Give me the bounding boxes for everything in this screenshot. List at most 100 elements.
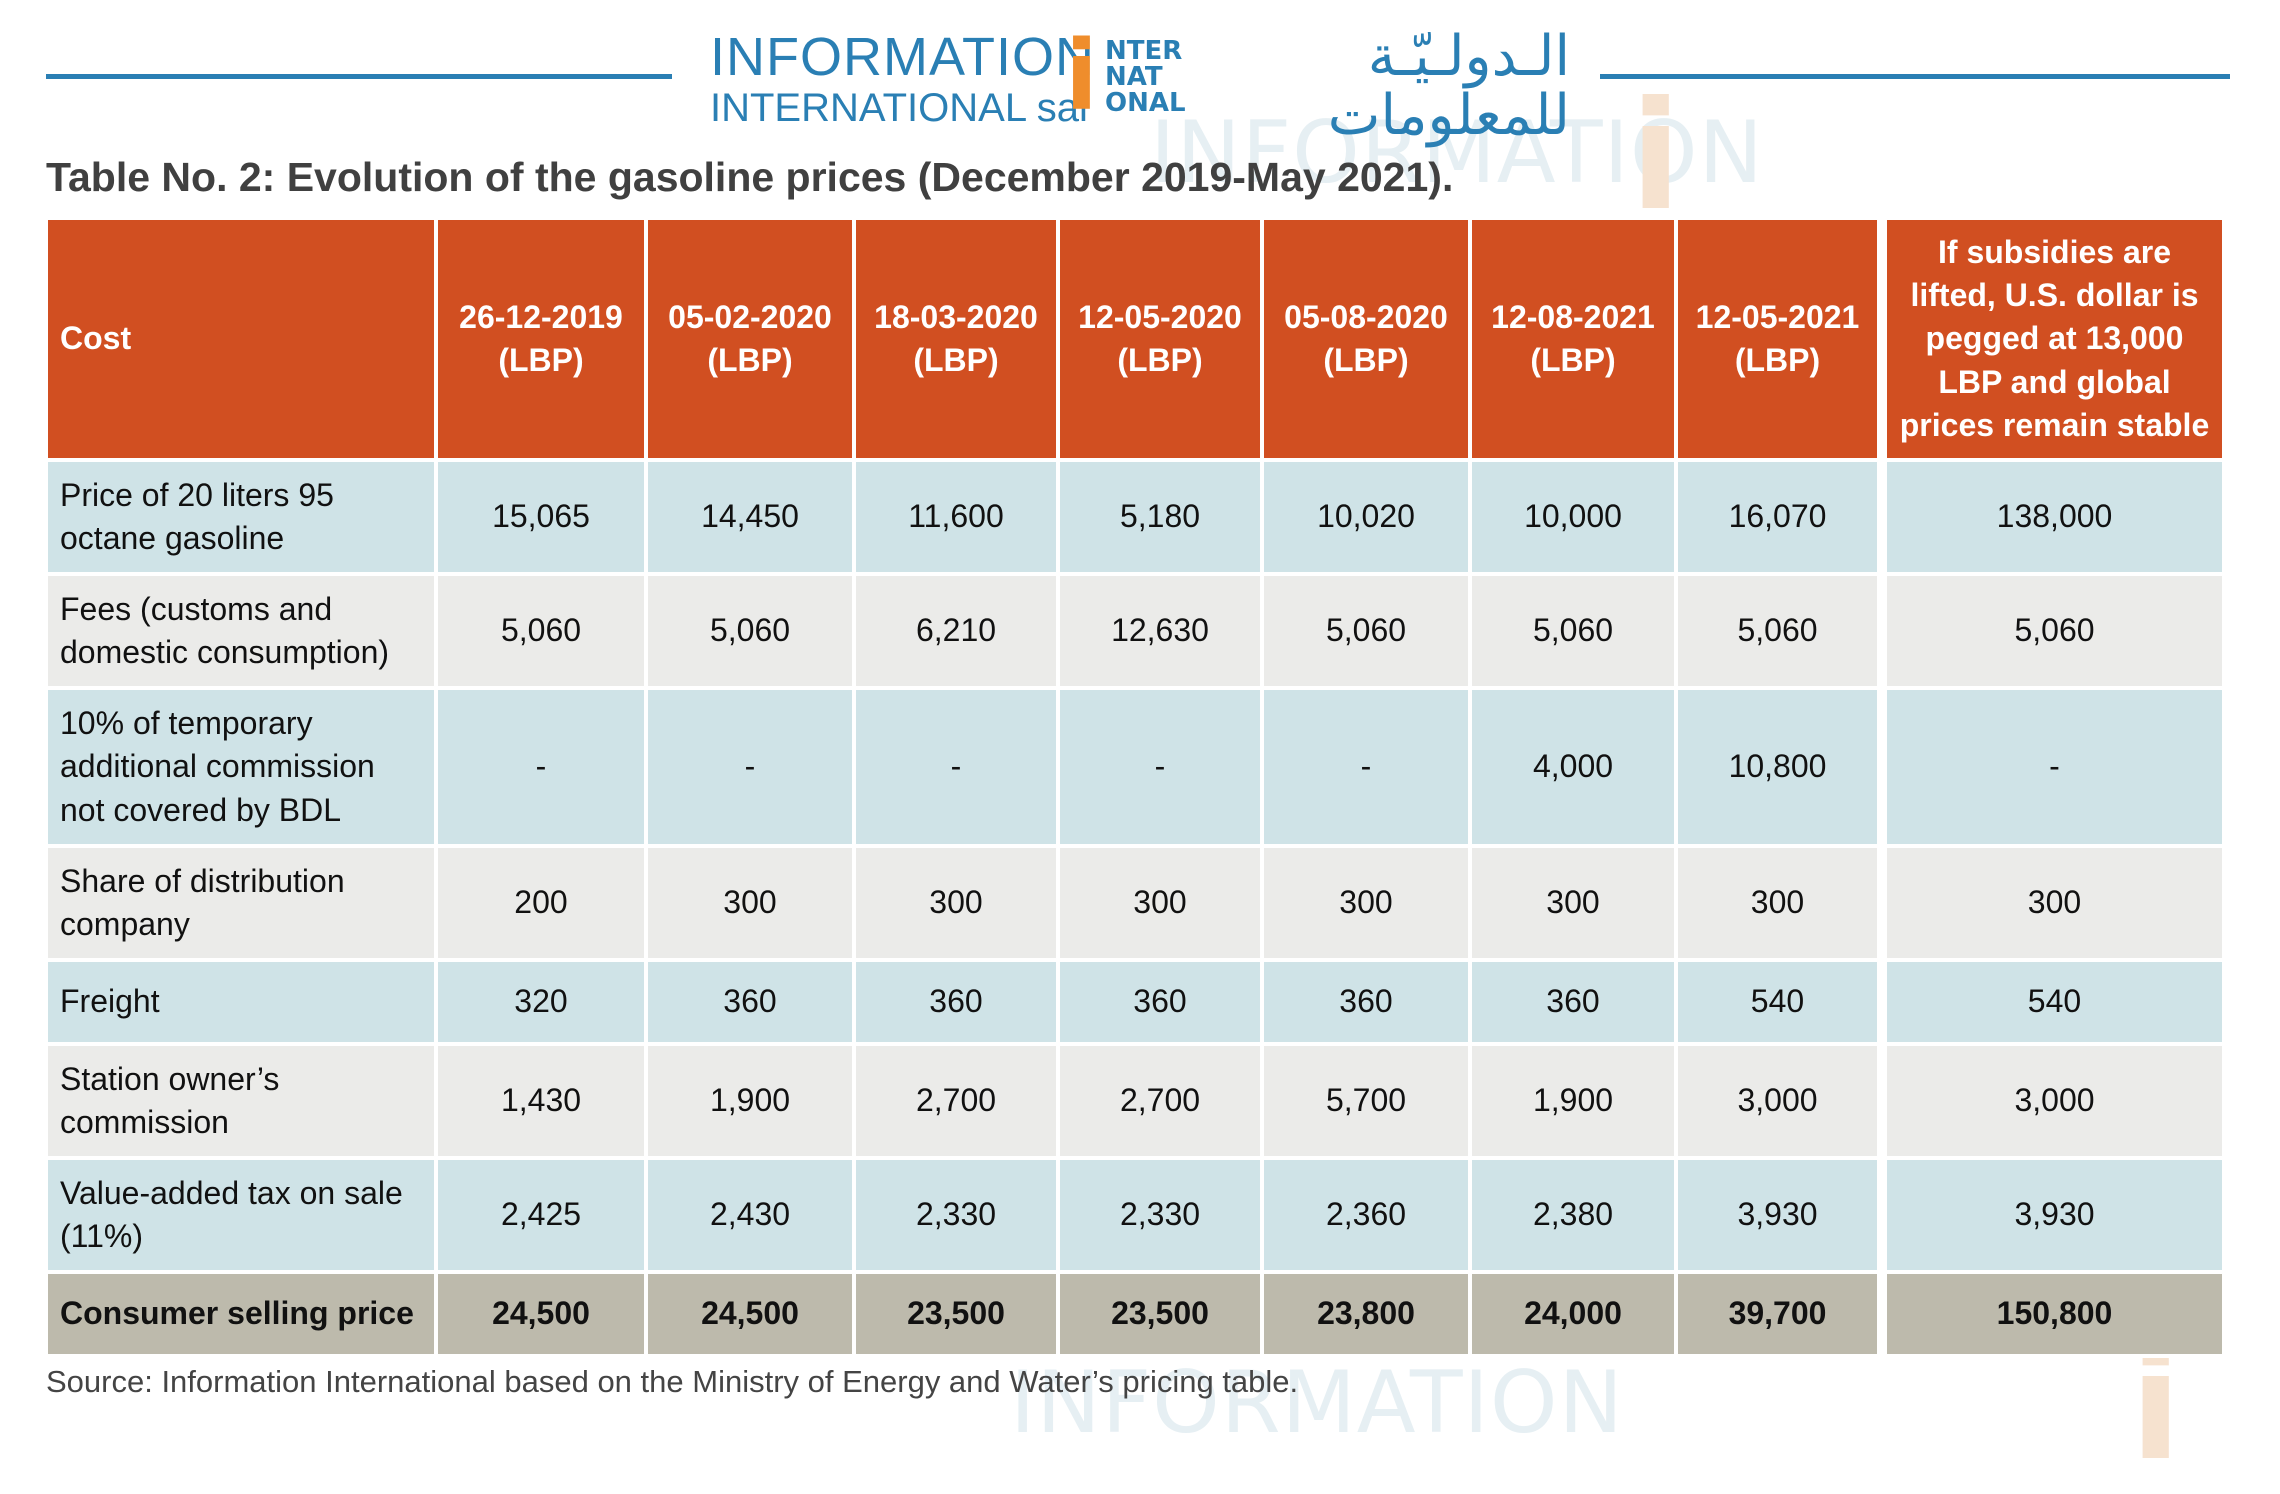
total-row: Consumer selling price 24,500 24,500 23,… bbox=[44, 1270, 2226, 1358]
table-cell: 320 bbox=[434, 958, 648, 1046]
table-cell: 5,060 bbox=[1674, 572, 1884, 690]
logo-line-2: INTERNATIONAL sal bbox=[710, 86, 1088, 130]
table-row: Value-added tax on sale (11%) 2,425 2,43… bbox=[44, 1156, 2226, 1274]
table-row: Fees (customs and domestic consumption) … bbox=[44, 572, 2226, 690]
table-cell: - bbox=[644, 686, 856, 848]
source-note: Source: Information International based … bbox=[46, 1364, 1299, 1399]
company-logo: INFORMATION INTERNATIONAL sal i NTER NAT… bbox=[700, 22, 1580, 144]
table-cell: 5,180 bbox=[1056, 458, 1264, 576]
logo-mark-block-2: NAT bbox=[1105, 62, 1163, 92]
table-header-row: Cost 26-12-2019 (LBP) 05-02-2020 (LBP) 1… bbox=[44, 216, 2226, 462]
table-cell: 2,360 bbox=[1260, 1156, 1472, 1274]
table-cell: 5,060 bbox=[1468, 572, 1678, 690]
column-header-date: 12-05-2021 (LBP) bbox=[1674, 216, 1884, 462]
table-cell: 360 bbox=[852, 958, 1060, 1046]
table-cell: 5,700 bbox=[1260, 1042, 1472, 1160]
table-cell: 3,000 bbox=[1674, 1042, 1884, 1160]
table-cell: - bbox=[434, 686, 648, 848]
table-cell: 11,600 bbox=[852, 458, 1060, 576]
table-cell: 200 bbox=[434, 844, 648, 962]
column-header-date: 05-08-2020 (LBP) bbox=[1260, 216, 1472, 462]
table-cell: 12,630 bbox=[1056, 572, 1264, 690]
column-header-date: 12-08-2021 (LBP) bbox=[1468, 216, 1678, 462]
table-cell: 300 bbox=[1468, 844, 1678, 962]
table-cell: 300 bbox=[852, 844, 1060, 962]
table-cell: 2,430 bbox=[644, 1156, 856, 1274]
total-cell: 23,500 bbox=[852, 1270, 1060, 1358]
table-cell: 5,060 bbox=[434, 572, 648, 690]
table-cell: 2,700 bbox=[852, 1042, 1060, 1160]
total-cell: 23,500 bbox=[1056, 1270, 1264, 1358]
row-label: Value-added tax on sale (11%) bbox=[44, 1156, 438, 1274]
page-title: Table No. 2: Evolution of the gasoline p… bbox=[46, 154, 1454, 200]
table-cell: 300 bbox=[1056, 844, 1264, 962]
column-header-date: 26-12-2019 (LBP) bbox=[434, 216, 648, 462]
logo-mark-icon: i NTER NAT ONAL bbox=[1065, 28, 1195, 128]
total-cell: 150,800 bbox=[1877, 1270, 2226, 1358]
column-header-scenario: If subsidies are lifted, U.S. dollar is … bbox=[1877, 216, 2226, 462]
table-cell: 540 bbox=[1877, 958, 2226, 1046]
header-rule-right bbox=[1600, 74, 2230, 79]
table-cell: 2,330 bbox=[852, 1156, 1060, 1274]
table-cell: 1,430 bbox=[434, 1042, 648, 1160]
table-cell: 300 bbox=[1674, 844, 1884, 962]
table-cell: 540 bbox=[1674, 958, 1884, 1046]
table-cell: 138,000 bbox=[1877, 458, 2226, 576]
table-cell: 5,060 bbox=[1877, 572, 2226, 690]
table-cell: 360 bbox=[644, 958, 856, 1046]
table-cell: 360 bbox=[1260, 958, 1472, 1046]
table-cell: - bbox=[1260, 686, 1472, 848]
table-cell: 10,800 bbox=[1674, 686, 1884, 848]
table-cell: 5,060 bbox=[644, 572, 856, 690]
column-header-date: 18-03-2020 (LBP) bbox=[852, 216, 1060, 462]
table-row: Share of distribution company 200 300 30… bbox=[44, 844, 2226, 962]
table-cell: - bbox=[852, 686, 1060, 848]
logo-mark-blocks: NTER NAT ONAL bbox=[1105, 38, 1189, 116]
table-cell: 10,000 bbox=[1468, 458, 1678, 576]
table-row: Freight 320 360 360 360 360 360 540 540 bbox=[44, 958, 2226, 1046]
table-cell: 360 bbox=[1056, 958, 1264, 1046]
logo-mark-block-1: NTER bbox=[1105, 36, 1183, 66]
column-header-date: 12-05-2020 (LBP) bbox=[1056, 216, 1264, 462]
logo-arabic-text: الـدولـيّـة للمعلومات bbox=[1210, 24, 1570, 148]
table-row: Price of 20 liters 95 octane gasoline 15… bbox=[44, 458, 2226, 576]
total-cell: 24,500 bbox=[434, 1270, 648, 1358]
table-cell: 2,700 bbox=[1056, 1042, 1264, 1160]
table-cell: 6,210 bbox=[852, 572, 1060, 690]
table-cell: 1,900 bbox=[644, 1042, 856, 1160]
table-row: 10% of temporary additional commission n… bbox=[44, 686, 2226, 848]
table-row: Station owner’s commission 1,430 1,900 2… bbox=[44, 1042, 2226, 1160]
table-cell: 1,900 bbox=[1468, 1042, 1678, 1160]
table-cell: 300 bbox=[1260, 844, 1472, 962]
logo-mark-letter: i bbox=[1065, 20, 1098, 132]
table-cell: 16,070 bbox=[1674, 458, 1884, 576]
total-cell: 39,700 bbox=[1674, 1270, 1884, 1358]
logo-line-1: INFORMATION bbox=[710, 27, 1095, 87]
table-cell: 14,450 bbox=[644, 458, 856, 576]
total-cell: 24,500 bbox=[644, 1270, 856, 1358]
table-cell: 15,065 bbox=[434, 458, 648, 576]
table-cell: 2,380 bbox=[1468, 1156, 1678, 1274]
total-cell: 23,800 bbox=[1260, 1270, 1472, 1358]
table-cell: 3,000 bbox=[1877, 1042, 2226, 1160]
row-label: 10% of temporary additional commission n… bbox=[44, 686, 438, 848]
row-label: Station owner’s commission bbox=[44, 1042, 438, 1160]
table-cell: 4,000 bbox=[1468, 686, 1678, 848]
table-cell: 5,060 bbox=[1260, 572, 1472, 690]
table-cell: 2,425 bbox=[434, 1156, 648, 1274]
table-cell: 2,330 bbox=[1056, 1156, 1264, 1274]
total-row-label: Consumer selling price bbox=[44, 1270, 438, 1358]
header-rule-left bbox=[46, 74, 672, 79]
table-cell: 300 bbox=[644, 844, 856, 962]
row-label: Freight bbox=[44, 958, 438, 1046]
column-header-cost: Cost bbox=[44, 216, 438, 462]
row-label: Price of 20 liters 95 octane gasoline bbox=[44, 458, 438, 576]
logo-arabic-line-2: للمعلومات bbox=[1327, 82, 1570, 148]
row-label: Share of distribution company bbox=[44, 844, 438, 962]
logo-mark-block-3: ONAL bbox=[1105, 88, 1186, 118]
table-cell: 3,930 bbox=[1877, 1156, 2226, 1274]
logo-arabic-line-1: الـدولـيّـة bbox=[1367, 24, 1570, 89]
table-cell: 360 bbox=[1468, 958, 1678, 1046]
table-cell: 10,020 bbox=[1260, 458, 1472, 576]
row-label: Fees (customs and domestic consumption) bbox=[44, 572, 438, 690]
